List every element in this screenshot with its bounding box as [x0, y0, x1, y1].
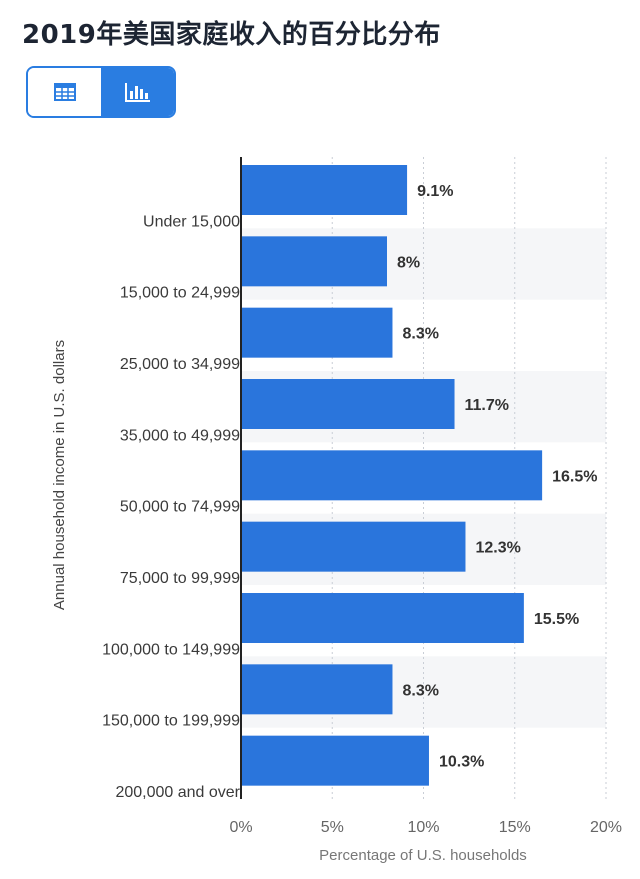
bar-chart-icon: [124, 83, 150, 102]
y-tick-label: Under 15,000: [143, 213, 240, 230]
data-label: 11.7%: [465, 397, 509, 414]
bar: [241, 593, 524, 643]
y-tick-label: 50,000 to 74,999: [120, 499, 240, 516]
x-tick-label: 15%: [499, 819, 531, 836]
bar: [241, 307, 393, 358]
chart-view-button[interactable]: [101, 68, 174, 116]
y-tick-label: 25,000 to 34,999: [120, 356, 240, 373]
data-label: 8.3%: [402, 326, 438, 343]
y-tick-label: 15,000 to 24,999: [120, 285, 240, 302]
bar: [241, 735, 429, 786]
x-tick-label: 10%: [407, 819, 439, 836]
bar: [241, 521, 466, 572]
y-tick-label: 35,000 to 49,999: [120, 427, 240, 444]
bar: [241, 236, 387, 287]
bar: [241, 165, 408, 215]
y-tick-label: 100,000 to 149,999: [102, 641, 240, 658]
data-label: 8%: [397, 254, 420, 271]
bar: [241, 379, 455, 429]
page-title: 2019年美国家庭收入的百分比分布: [22, 20, 441, 50]
y-tick-label: 75,000 to 99,999: [120, 570, 240, 587]
x-tick-label: 5%: [321, 819, 344, 836]
x-tick-label: 0%: [229, 819, 252, 836]
bar: [241, 450, 543, 501]
data-label: 8.3%: [402, 682, 438, 699]
data-label: 10.3%: [439, 754, 484, 771]
x-tick-label: 20%: [590, 819, 622, 836]
y-tick-label: 150,000 to 199,999: [102, 713, 240, 730]
data-label: 9.1%: [417, 183, 453, 200]
data-label: 16.5%: [552, 468, 597, 485]
data-label: 12.3%: [475, 540, 520, 557]
data-label: 15.5%: [534, 611, 579, 628]
y-axis-title: Annual household income in U.S. dollars: [51, 340, 68, 610]
table-view-button[interactable]: [28, 68, 101, 116]
bar: [241, 664, 393, 715]
view-toggle: [26, 66, 176, 118]
y-tick-label: 200,000 and over: [115, 784, 240, 801]
table-icon: [53, 83, 76, 101]
x-axis-title: Percentage of U.S. households: [319, 847, 527, 864]
